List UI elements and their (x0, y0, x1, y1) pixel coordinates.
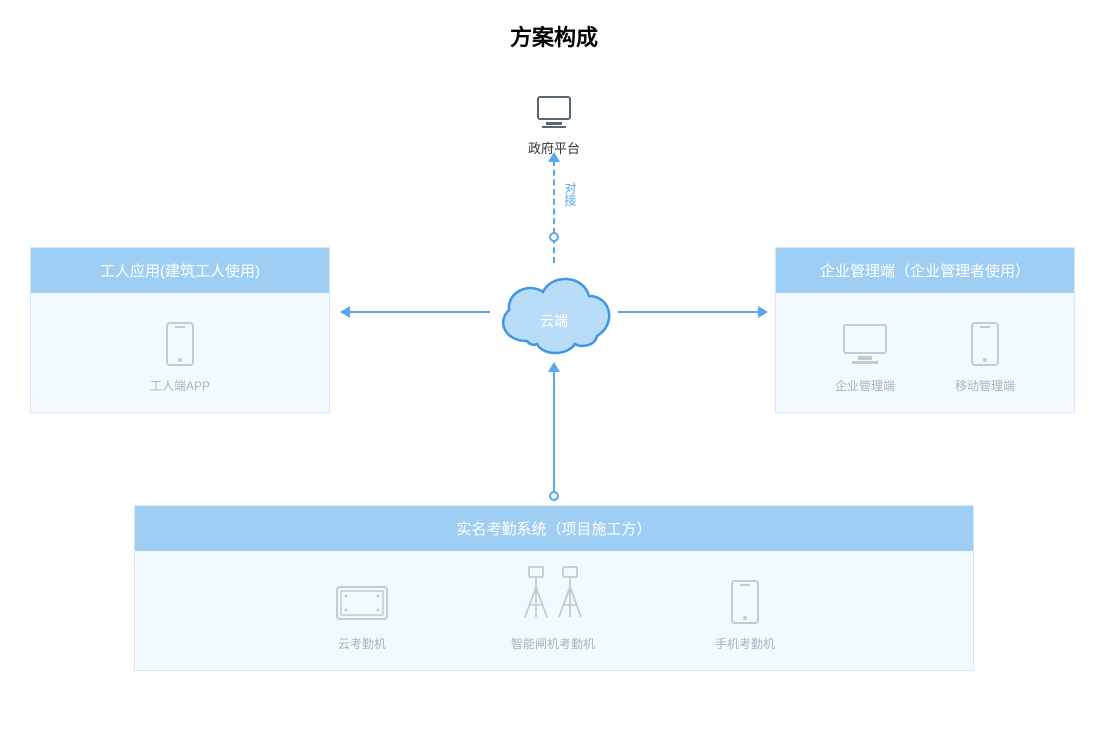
device-label: 企业管理端 (835, 377, 895, 394)
edge-right (618, 311, 758, 313)
turnstile-icon (517, 573, 589, 625)
cloud-label: 云端 (540, 311, 568, 331)
device-item: 智能闸机考勤机 (511, 573, 595, 652)
attendance-panel-header: 实名考勤系统（项目施工方） (135, 506, 973, 551)
device-item: 企业管理端 (835, 315, 895, 394)
edge-top-label: 对接 (562, 182, 579, 206)
edge-top-dot (549, 232, 559, 242)
worker-app-panel: 工人应用(建筑工人使用) 工人端APP (30, 247, 330, 413)
edge-right-arrow (758, 306, 768, 318)
phone-icon (165, 315, 195, 367)
device-label: 工人端APP (150, 377, 210, 394)
phone-icon (730, 573, 760, 625)
device-item: 手机考勤机 (715, 573, 775, 652)
device-item: 云考勤机 (333, 573, 391, 652)
edge-left-arrow (340, 306, 350, 318)
device-item: 移动管理端 (955, 315, 1015, 394)
gov-platform-node: 政府平台 (528, 80, 580, 157)
cloud-node: 云端 (489, 266, 619, 363)
phone-icon (970, 315, 1000, 367)
diagram-title: 方案构成 (510, 20, 598, 52)
terminal-icon (333, 573, 391, 625)
edge-left (350, 311, 490, 313)
attendance-panel: 实名考勤系统（项目施工方） 云考勤机 (134, 505, 974, 671)
device-item: 工人端APP (150, 315, 210, 394)
edge-bottom (553, 372, 555, 491)
monitor-icon (840, 315, 890, 367)
monitor-icon (534, 80, 574, 132)
edge-bottom-arrow (548, 362, 560, 372)
device-label: 手机考勤机 (715, 635, 775, 652)
device-label: 移动管理端 (955, 377, 1015, 394)
edge-top-arrow (548, 152, 560, 162)
device-label: 云考勤机 (338, 635, 386, 652)
edge-top-dashed (553, 160, 555, 263)
enterprise-panel-header: 企业管理端（企业管理者使用） (776, 248, 1074, 293)
edge-bottom-dot (549, 491, 559, 501)
device-label: 智能闸机考勤机 (511, 635, 595, 652)
worker-app-panel-header: 工人应用(建筑工人使用) (31, 248, 329, 293)
enterprise-panel: 企业管理端（企业管理者使用） 企业管理端 移动管理端 (775, 247, 1075, 413)
